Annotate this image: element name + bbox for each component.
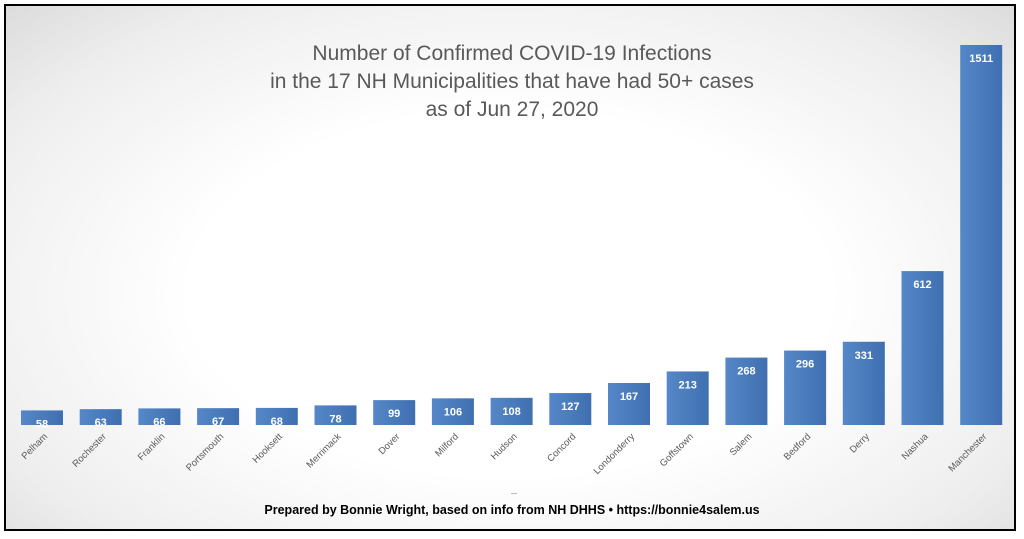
x-tick-label-nashua: Nashua [900,431,931,462]
bar-hooksett [255,407,298,425]
chart-title-line-1: Number of Confirmed COVID-19 Infections [312,42,712,65]
bar-dover [373,400,416,425]
bar-nashua [901,271,944,425]
x-tick-label-merrimack: Merrimack [304,431,343,470]
bar-manchester [960,45,1003,425]
chart-footer-credit: Prepared by Bonnie Wright, based on info… [264,503,760,517]
data-label-hudson: 108 [502,406,520,418]
bar-chart-plot: 58 63 66 67 68 78 99 106 108 127 167 213 268 296 331 61… [20,45,1003,477]
x-tick-label-bedford: Bedford [782,431,813,462]
data-label-portsmouth: 67 [212,416,224,428]
bar-franklin [138,408,181,425]
data-label-dover: 99 [388,408,400,420]
x-tick-label-dover: Dover [377,431,403,457]
bar-portsmouth [197,408,240,425]
x-tick-label-manchester: Manchester [946,431,989,474]
data-label-salem: 268 [737,366,755,378]
data-label-nashua: 612 [913,279,931,291]
x-tick-label-milford: Milford [433,431,461,459]
x-tick-label-goffstown: Goffstown [658,431,696,469]
footer-divider [511,493,517,494]
data-label-rochester: 63 [95,417,107,429]
x-tick-label-concord: Concord [545,431,578,464]
bar-derry [842,341,885,425]
data-label-londonderry: 167 [620,391,638,403]
bar-bedford [784,350,827,425]
bar-rochester [79,409,122,425]
x-tick-label-londonderry: Londonderry [592,431,638,477]
bar-merrimack [314,405,357,425]
bar-concord [549,393,592,425]
data-label-goffstown: 213 [679,379,697,391]
data-label-milford: 106 [444,406,462,418]
x-tick-label-rochester: Rochester [70,431,108,469]
x-tick-label-derry: Derry [848,431,872,455]
data-label-hooksett: 68 [271,416,283,428]
bar-goffstown [666,371,709,425]
chart-title-line-3: as of Jun 27, 2020 [425,98,599,121]
bar-salem [725,357,768,425]
chart-title-line-2: in the 17 NH Municipalities that have ha… [270,70,754,93]
data-label-bedford: 296 [796,359,814,371]
x-tick-label-salem: Salem [728,431,755,458]
data-label-manchester: 1511 [969,53,993,65]
chart-title: Number of Confirmed COVID-19 Infections … [6,40,1014,124]
x-tick-label-hudson: Hudson [489,431,520,462]
data-label-pelham: 58 [36,418,48,430]
x-tick-label-pelham: Pelham [20,431,51,462]
data-label-derry: 331 [855,350,873,362]
data-label-franklin: 66 [153,416,165,428]
bar-milford [431,398,474,425]
chart-frame: Number of Confirmed COVID-19 Infections … [4,4,1016,531]
x-tick-label-franklin: Franklin [136,431,168,463]
data-label-merrimack: 78 [329,413,341,425]
x-tick-label-hooksett: Hooksett [251,431,286,466]
data-label-concord: 127 [561,401,579,413]
x-tick-label-portsmouth: Portsmouth [184,431,226,473]
bar-pelham [21,410,63,425]
bar-hudson [490,397,533,425]
bar-londonderry [608,383,650,425]
